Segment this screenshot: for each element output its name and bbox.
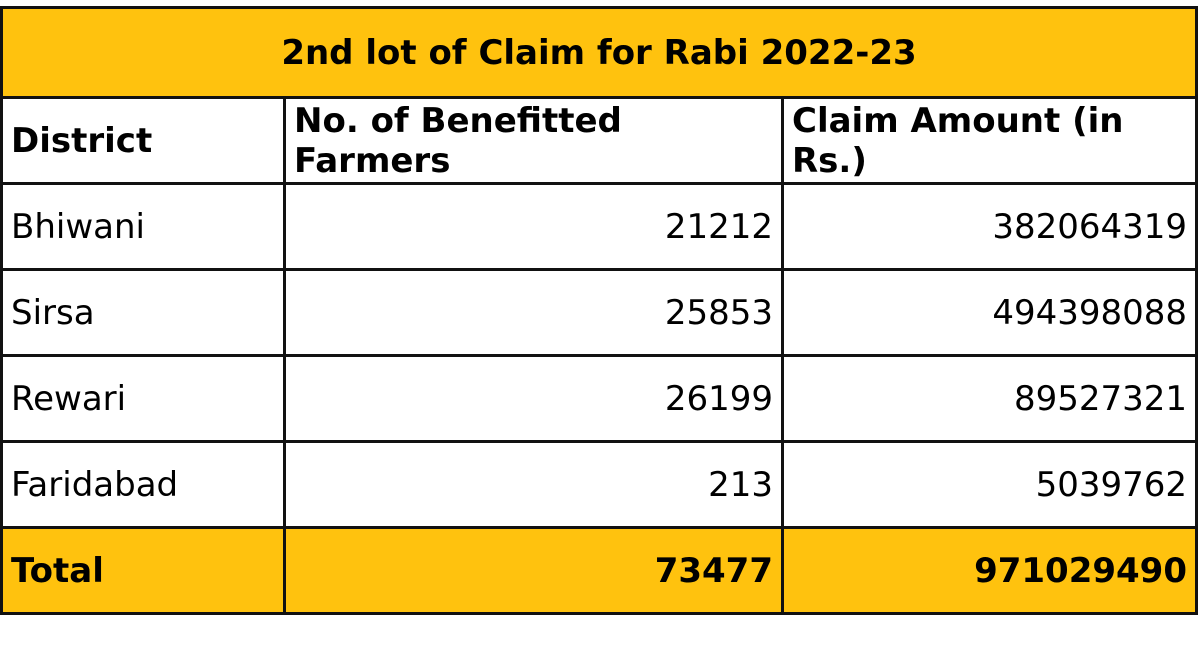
cell: Faridabad [0,440,286,529]
cell: 89527321 [781,354,1198,443]
cell: Sirsa [0,268,286,357]
cell: 382064319 [781,182,1198,271]
cell: 73477 [283,526,784,615]
cell: 25853 [283,268,784,357]
claim-table: 2nd lot of Claim for Rabi 2022-23 Distri… [0,6,1198,615]
cell: Rewari [0,354,286,443]
cell: Total [0,526,286,615]
title-row: 2nd lot of Claim for Rabi 2022-23 [0,6,1198,99]
data-row: Faridabad 213 5039762 [0,440,1198,529]
cell: 494398088 [781,268,1198,357]
cell: 21212 [283,182,784,271]
data-row: Bhiwani 21212 382064319 [0,182,1198,271]
cell: 971029490 [781,526,1198,615]
cell: 5039762 [781,440,1198,529]
cell: 213 [283,440,784,529]
header-cell: Claim Amount (in Rs.) [781,96,1198,185]
data-row: Rewari 26199 89527321 [0,354,1198,443]
data-row: Sirsa 25853 494398088 [0,268,1198,357]
cell: Bhiwani [0,182,286,271]
total-row: Total 73477 971029490 [0,526,1198,615]
cell: 26199 [283,354,784,443]
header-cell: District [0,96,286,185]
header-cell: No. of Benefitted Farmers [283,96,784,185]
header-row: District No. of Benefitted Farmers Claim… [0,96,1198,185]
title: 2nd lot of Claim for Rabi 2022-23 [0,6,1198,99]
